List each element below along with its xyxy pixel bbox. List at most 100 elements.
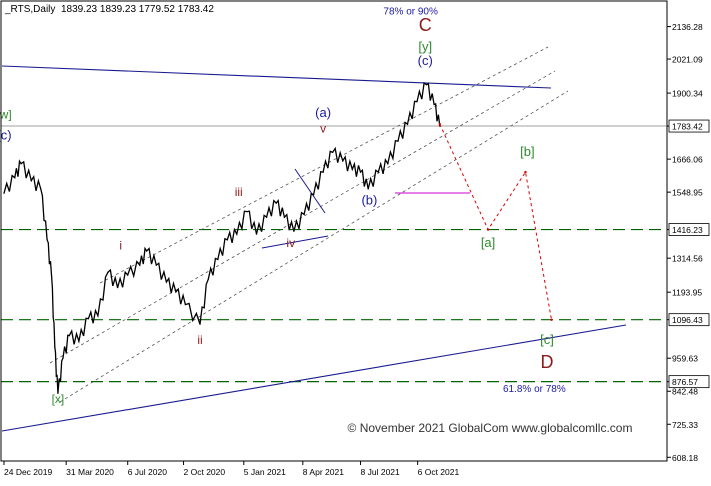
- y-tick-label: 1900.34: [672, 89, 703, 99]
- y-tick-label: 2021.09: [672, 55, 703, 65]
- y-tick-label: 842.48: [672, 387, 698, 397]
- y-tick-label: 1193.95: [672, 288, 702, 298]
- price-point: [367, 188, 369, 190]
- wave-label: iv: [286, 236, 295, 250]
- wave-label: (c): [418, 53, 433, 68]
- price-point: [246, 210, 248, 213]
- price-point: [184, 303, 187, 306]
- price-point: [30, 179, 32, 182]
- price-point: [107, 271, 109, 273]
- price-point: [293, 230, 295, 232]
- price-point: [57, 392, 59, 394]
- price-point: [217, 258, 219, 261]
- price-point: [377, 171, 379, 173]
- wave-label: D: [541, 352, 554, 372]
- price-point: [425, 84, 428, 86]
- y-tick-label: 1416.23: [672, 225, 703, 235]
- wave-label: 61.8% or 78%: [503, 384, 566, 395]
- wave-label: [y]: [418, 39, 432, 54]
- price-series-line: [3, 81, 441, 394]
- price-point: [62, 357, 64, 359]
- price-point: [266, 216, 268, 218]
- price-point: [312, 194, 315, 196]
- price-point: [54, 346, 56, 348]
- resistance-trendline: [1, 65, 552, 89]
- wave-label: [b]: [520, 144, 534, 159]
- y-tick-label: 1666.06: [672, 155, 703, 165]
- wave-label: 78% or 90%: [383, 6, 438, 17]
- price-point: [387, 163, 389, 165]
- price-point: [50, 275, 53, 277]
- y-tick-label: 725.33: [672, 420, 698, 430]
- wave-label: [w]: [0, 108, 12, 122]
- price-box: [668, 313, 710, 327]
- price-box: [668, 223, 710, 236]
- price-point: [226, 239, 228, 241]
- price-point: [68, 334, 70, 337]
- price-point: [397, 140, 399, 142]
- x-tick-label: 2 Oct 2020: [184, 467, 226, 477]
- price-point: [165, 281, 168, 283]
- forecast-path: [439, 123, 552, 320]
- price-point: [342, 160, 344, 162]
- price-point: [155, 264, 157, 266]
- wave-label: i: [119, 239, 122, 253]
- support-trendline: [1, 324, 627, 432]
- price-point: [97, 315, 99, 317]
- price-point: [199, 323, 201, 325]
- x-tick-label: 8 Apr 2021: [303, 467, 344, 477]
- ohlc-values: 1839.23 1839.23 1779.52 1783.42: [60, 4, 214, 15]
- price-point: [303, 213, 305, 215]
- y-tick-label: 608.18: [672, 453, 698, 463]
- price-point: [20, 163, 22, 165]
- wave-label: [c]: [540, 332, 554, 347]
- price-point: [359, 171, 362, 173]
- wave-label: (b): [361, 193, 377, 208]
- y-tick-label: 1096.43: [672, 315, 703, 325]
- price-point: [175, 291, 177, 293]
- wave-label: iii: [235, 185, 243, 199]
- y-tick-label: 959.63: [672, 354, 698, 364]
- price-box: [668, 375, 710, 389]
- price-point: [146, 250, 148, 252]
- x-tick-label: 5 Jan 2021: [244, 467, 286, 477]
- price-point: [236, 233, 238, 235]
- y-tick-label: 1314.56: [672, 254, 703, 264]
- forecast-point: [550, 318, 553, 321]
- x-tick-label: 6 Oct 2021: [418, 467, 460, 477]
- price-point: [40, 188, 42, 190]
- x-tick-label: 6 Jul 2020: [128, 467, 167, 477]
- x-tick-label: 8 Jul 2021: [361, 467, 400, 477]
- wave-label: ii: [197, 333, 202, 347]
- price-point: [283, 216, 286, 218]
- price-point: [416, 101, 418, 103]
- price-point: [139, 264, 141, 266]
- price-point: [332, 151, 334, 153]
- price-point: [14, 177, 16, 179]
- price-point: [322, 171, 324, 173]
- wave-label: (c): [0, 128, 12, 143]
- price-point: [87, 318, 89, 320]
- price-point: [351, 168, 353, 170]
- price-point: [207, 278, 209, 280]
- wave-label: (a): [315, 105, 331, 120]
- triangle-base-line: [261, 235, 329, 249]
- symbol-label: _RTS,Daily: [5, 4, 56, 15]
- wave-label: [a]: [481, 235, 495, 250]
- price-point: [275, 202, 277, 204]
- plot-frame: [0, 0, 668, 462]
- forecast-point: [438, 122, 442, 126]
- forecast-point: [486, 228, 490, 231]
- watermark-text: © November 2021 GlobalCom www.globalcoml…: [348, 421, 633, 435]
- price-point: [406, 123, 409, 125]
- price-point: [433, 103, 435, 106]
- y-tick-label: 1783.42: [672, 122, 703, 132]
- channel-line-middle: [49, 70, 556, 364]
- chart-header: _RTS,Daily 1839.23 1839.23 1779.52 1783.…: [5, 4, 214, 15]
- price-point: [255, 233, 258, 235]
- price-point: [46, 239, 48, 241]
- y-tick-label: 1548.95: [672, 188, 703, 198]
- x-tick-label: 31 Mar 2020: [66, 467, 114, 477]
